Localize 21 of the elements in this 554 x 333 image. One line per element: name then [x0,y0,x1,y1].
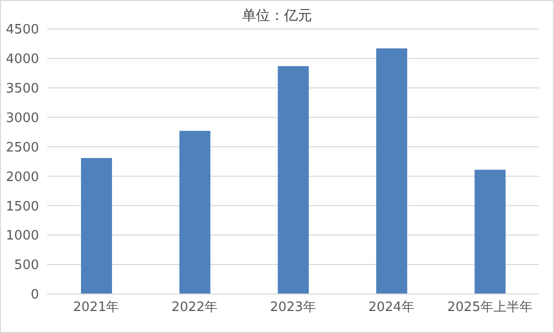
y-tick-label: 500 [14,258,39,274]
x-tick-label: 2024年 [368,300,414,316]
x-tick-label: 2023年 [270,300,316,316]
y-tick-label: 2500 [6,140,39,156]
x-tick-label: 2021年 [73,300,120,316]
y-tick-label: 0 [30,288,39,303]
y-tick-label: 3500 [6,82,39,97]
y-tick-label: 2000 [6,170,39,185]
y-tick-label: 1500 [6,199,39,214]
y-tick-label: 4500 [6,22,39,38]
y-tick-label: 3000 [6,110,39,126]
x-tick-label: 2022年 [172,300,218,316]
y-tick-label: 1000 [6,228,39,244]
bar [81,158,112,294]
bar [376,48,408,294]
y-tick-label: 4000 [6,52,39,68]
bar [278,66,309,294]
bar [179,130,210,294]
x-tick-label: 2025年上半年 [447,300,532,316]
chart-title: 单位：亿元 [242,8,312,24]
bar [474,170,506,294]
